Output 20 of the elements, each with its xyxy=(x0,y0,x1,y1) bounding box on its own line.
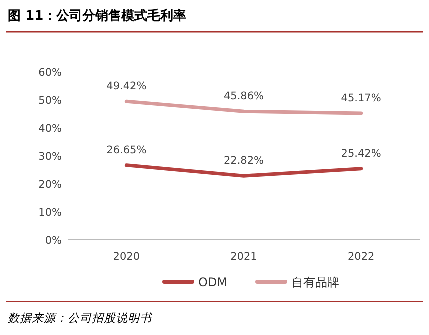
y-tick-label: 40% xyxy=(38,123,62,135)
data-label: 49.42% xyxy=(106,80,147,93)
legend-label: 自有品牌 xyxy=(292,276,340,290)
legend-label: ODM xyxy=(198,276,228,290)
y-tick-label: 0% xyxy=(45,235,62,247)
data-label: 45.17% xyxy=(341,92,382,105)
chart-title: 图 11：公司分销售模式毛利率 xyxy=(8,8,187,24)
x-tick-label: 2022 xyxy=(348,251,375,263)
y-tick-label: 30% xyxy=(38,151,62,163)
x-tick-label: 2020 xyxy=(113,251,140,263)
data-label: 22.82% xyxy=(224,155,264,168)
data-label: 26.65% xyxy=(106,144,147,156)
x-tick-label: 2021 xyxy=(230,251,258,263)
y-tick-label: 10% xyxy=(38,207,62,219)
source-note: 数据来源：公司招股说明书 xyxy=(8,311,153,325)
data-label: 25.42% xyxy=(341,148,382,160)
y-tick-label: 60% xyxy=(38,67,62,79)
data-label: 45.86% xyxy=(224,90,264,103)
y-tick-label: 50% xyxy=(38,95,62,107)
y-tick-label: 20% xyxy=(38,179,62,191)
